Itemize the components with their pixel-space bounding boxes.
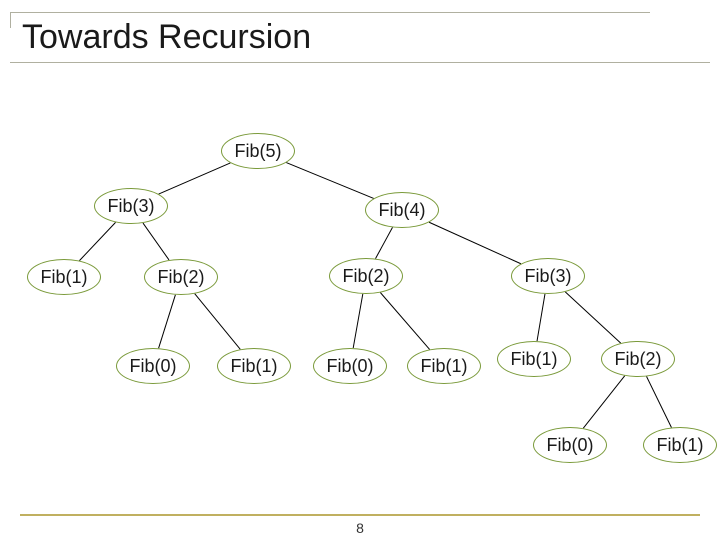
tree-node: Fib(1) (407, 348, 481, 384)
page-number: 8 (0, 520, 720, 536)
tree-node: Fib(5) (221, 133, 295, 169)
tree-node: Fib(0) (116, 348, 190, 384)
tree-node: Fib(1) (27, 259, 101, 295)
tree-edge (195, 294, 241, 350)
tree-node: Fib(4) (365, 192, 439, 228)
tree-edge (159, 295, 176, 348)
tree-node: Fib(3) (511, 258, 585, 294)
tree-edge (159, 163, 231, 194)
tree-edge (537, 294, 545, 341)
tree-edge (286, 163, 373, 199)
tree-node: Fib(1) (643, 427, 717, 463)
tree-edge (375, 227, 392, 258)
tree-node: Fib(3) (94, 188, 168, 224)
tree-node: Fib(1) (497, 341, 571, 377)
tree-edge (380, 293, 429, 350)
tree-node: Fib(2) (329, 258, 403, 294)
footer-rule (20, 514, 700, 516)
recursion-tree-diagram: Fib(5) Fib(3) Fib(4) Fib(1) Fib(2) Fib(2) Fib(… (0, 0, 720, 540)
tree-edge (565, 292, 620, 343)
tree-node: Fib(0) (313, 348, 387, 384)
tree-node: Fib(1) (217, 348, 291, 384)
tree-edge (143, 223, 169, 260)
tree-node: Fib(2) (144, 259, 218, 295)
tree-node: Fib(0) (533, 427, 607, 463)
tree-edge (79, 222, 115, 260)
tree-edge (583, 376, 624, 428)
tree-node: Fib(2) (601, 341, 675, 377)
tree-edge (647, 377, 672, 428)
tree-edge (353, 294, 363, 348)
tree-edge (429, 222, 521, 263)
